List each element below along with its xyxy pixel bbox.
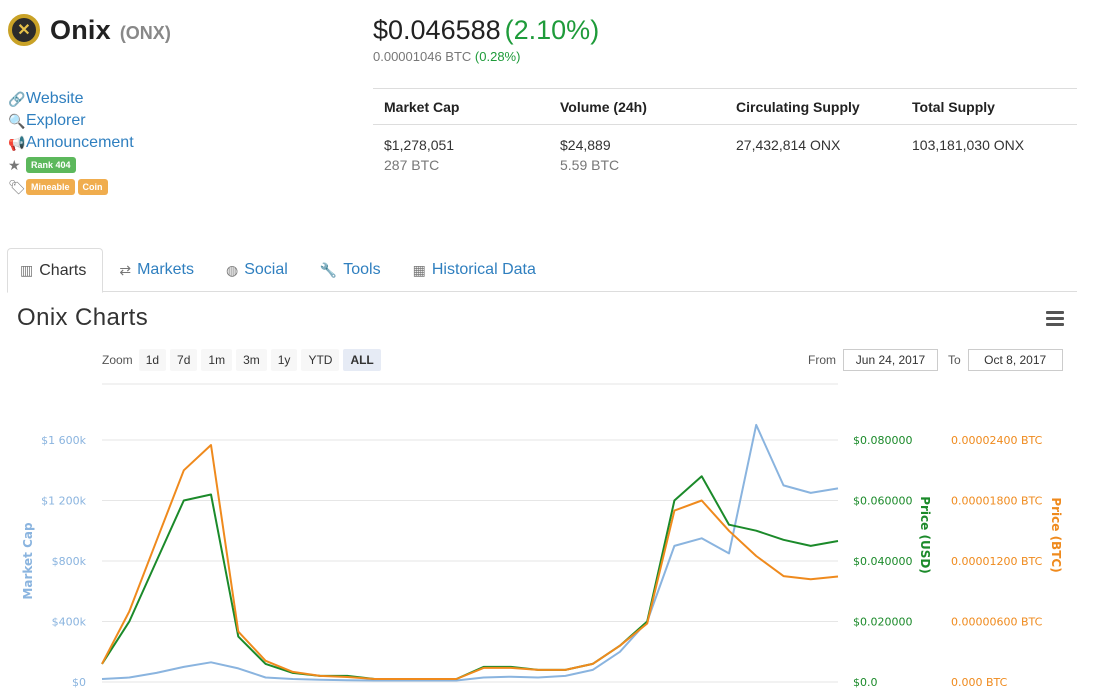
btc-axis-tick-label: 0.000 BTC [951, 676, 1008, 689]
btc-axis-tick-label: 0.00000600 BTC [951, 616, 1043, 629]
btc-axis-tick-label: 0.00002400 BTC [951, 434, 1043, 447]
exchange-icon: ⇄ [119, 261, 132, 278]
coin-links: 🔗 Website 🔍 Explorer 📢 Announcement ★ Rank 4… [8, 88, 134, 198]
btc-axis-tick-label: 0.00001200 BTC [951, 555, 1043, 568]
hamburger-menu-icon[interactable] [1046, 311, 1064, 329]
usd-axis-tick-label: $0.060000 [853, 495, 913, 508]
left-axis-tick-label: $800k [52, 555, 87, 568]
volume-usd: $24,889 [560, 137, 611, 153]
zoom-1y-button[interactable]: 1y [270, 349, 298, 371]
usd-axis-tick-label: $0.0 [853, 676, 878, 689]
coin-header: ✕ Onix (ONX) [8, 14, 171, 46]
price-usd: $0.046588 [373, 15, 501, 45]
stats-header-volume: Volume (24h) [560, 98, 647, 115]
stats-table: Market Cap Volume (24h) Circulating Supp… [373, 88, 1077, 173]
left-axis-tick-label: $1 600k [41, 434, 86, 447]
tab-bar: ▥ Charts ⇄ Markets ◍ Social 🔧 Tools ▦ Histori… [7, 248, 1077, 293]
stats-header-market-cap: Market Cap [384, 98, 460, 115]
star-icon: ★ [8, 156, 21, 173]
usd-axis-tick-label: $0.020000 [853, 616, 913, 629]
tab-charts[interactable]: ▥ Charts [7, 248, 104, 293]
to-date-input[interactable] [967, 349, 1063, 371]
left-axis-tick-label: $400k [52, 616, 87, 629]
left-axis-tick-label: $0 [72, 676, 86, 689]
rank-badge: Rank 404 [26, 157, 76, 173]
tab-markets[interactable]: ⇄ Markets [119, 261, 194, 278]
price-usd-change: (2.10%) [504, 15, 600, 45]
zoom-all-button[interactable]: ALL [343, 349, 381, 371]
tab-social[interactable]: ◍ Social [226, 261, 288, 278]
tab-tools[interactable]: 🔧 Tools [319, 261, 381, 278]
zoom-1m-button[interactable]: 1m [201, 349, 233, 371]
zoom-ytd-button[interactable]: YTD [301, 349, 340, 371]
left-axis-tick-label: $1 200k [41, 495, 86, 508]
coin-name: Onix [50, 14, 111, 45]
market-cap-btc: 287 BTC [384, 157, 440, 173]
to-label: To [948, 353, 961, 367]
btc-axis-title: Price (BTC) [1049, 497, 1063, 572]
calendar-icon: ▦ [412, 261, 426, 278]
tag-badge-coin: Coin [77, 179, 108, 195]
explorer-link[interactable]: Explorer [26, 112, 86, 129]
zoom-7d-button[interactable]: 7d [170, 349, 198, 371]
coin-symbol: (ONX) [119, 22, 171, 43]
market-cap-usd: $1,278,051 [384, 137, 455, 153]
wrench-icon: 🔧 [319, 261, 338, 278]
zoom-3m-button[interactable]: 3m [236, 349, 267, 371]
left-axis-title: Market Cap [21, 522, 35, 600]
zoom-bar: Zoom 1d 7d 1m 3m 1y YTD ALL [102, 349, 385, 371]
price-block: $0.046588 (2.10%) 0.00001046 BTC (0.28%) [373, 15, 599, 64]
globe-icon: ◍ [226, 261, 239, 278]
announcement-link[interactable]: Announcement [26, 134, 134, 151]
stats-header-total: Total Supply [912, 98, 995, 115]
circulating-supply: 27,432,814 ONX [736, 137, 841, 153]
usd-axis-tick-label: $0.080000 [853, 434, 913, 447]
tag-badge-mineable: Mineable [26, 179, 75, 195]
btc-axis-tick-label: 0.00001800 BTC [951, 495, 1043, 508]
search-icon: 🔍 [8, 112, 26, 129]
usd-axis-title: Price (USD) [918, 496, 932, 574]
price-chart[interactable]: $0 $0.0 0.000 BTC $400k $0.020000 0.00000600 … [0, 380, 1101, 695]
price-btc: 0.00001046 BTC [373, 49, 472, 64]
tag-icon: 🏷 [8, 178, 26, 195]
website-link[interactable]: Website [26, 90, 84, 107]
link-icon: 🔗 [8, 90, 26, 107]
zoom-label: Zoom [102, 353, 133, 367]
stats-header-circulating: Circulating Supply [736, 98, 860, 115]
date-range: From To [808, 349, 1073, 371]
from-label: From [808, 353, 836, 367]
series-line-1 [101, 475, 839, 680]
usd-axis-tick-label: $0.040000 [853, 555, 913, 568]
zoom-1d-button[interactable]: 1d [138, 349, 167, 371]
price-btc-change: (0.28%) [474, 49, 521, 64]
total-supply: 103,181,030 ONX [912, 137, 1025, 153]
megaphone-icon: 📢 [8, 134, 26, 151]
charts-title: Onix Charts [17, 304, 149, 331]
onix-logo-icon: ✕ [8, 14, 40, 46]
tab-historical-data[interactable]: ▦ Historical Data [412, 261, 536, 278]
series-line-2 [101, 444, 839, 680]
volume-btc: 5.59 BTC [560, 157, 620, 173]
from-date-input[interactable] [843, 349, 938, 371]
series-line-0 [101, 423, 839, 682]
bar-chart-icon: ▥ [20, 262, 34, 278]
